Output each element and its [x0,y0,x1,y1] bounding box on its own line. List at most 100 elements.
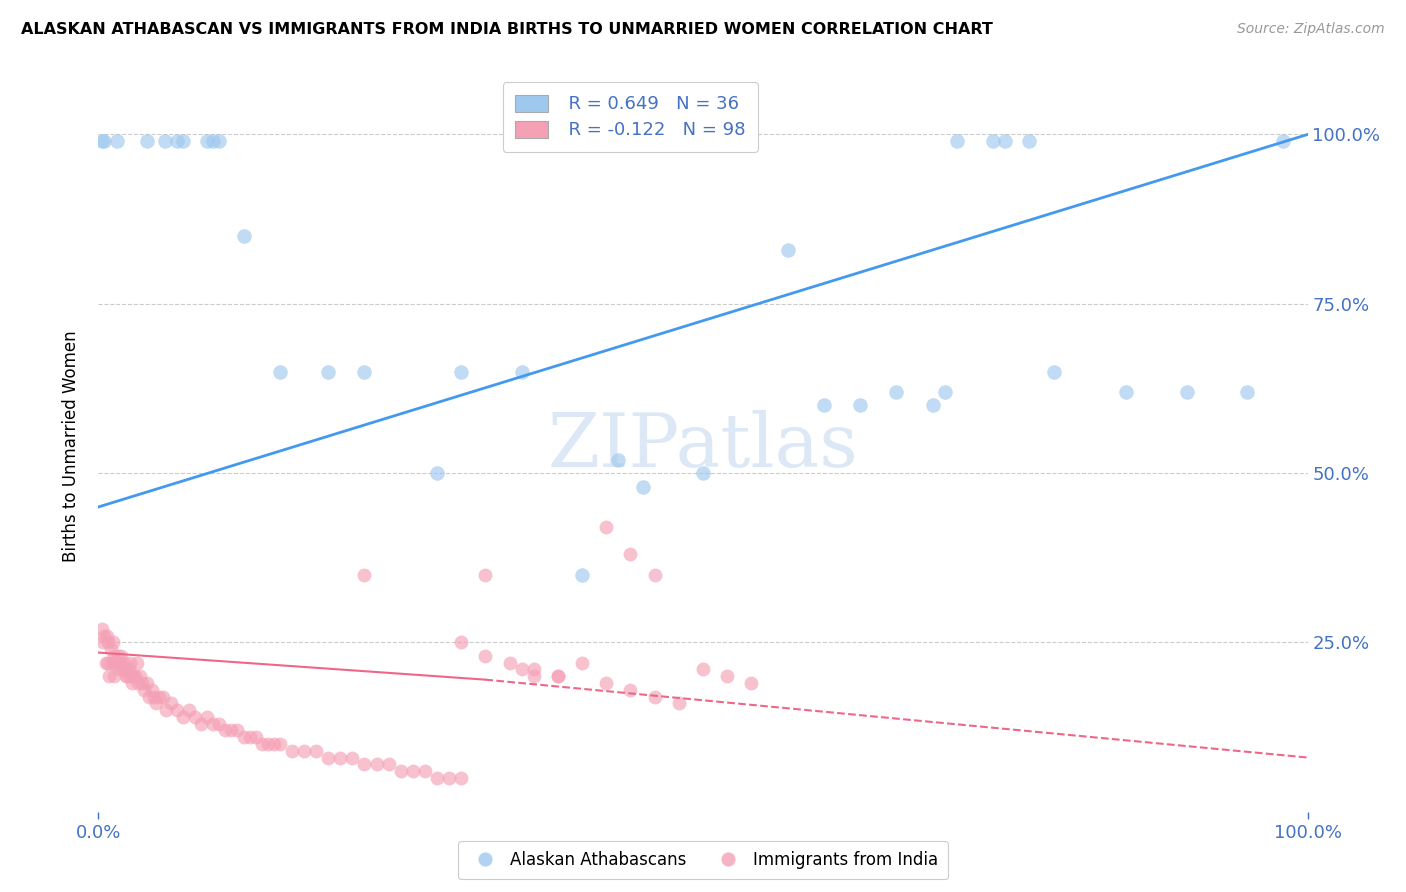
Point [523,663,546,677]
Point [292,744,315,758]
Point [1175,384,1198,399]
Point [245,730,267,744]
Text: ZIPatlas: ZIPatlas [547,409,859,483]
Point [91,134,114,148]
Point [342,750,364,764]
Point [946,134,969,148]
Point [103,669,125,683]
Point [523,669,546,683]
Point [1272,134,1295,148]
Point [118,663,141,677]
Point [190,716,212,731]
Point [281,744,304,758]
Point [141,682,163,697]
Point [108,656,131,670]
Point [153,134,176,148]
Point [256,737,278,751]
Point [1042,364,1064,378]
Point [221,723,243,738]
Point [105,134,128,148]
Y-axis label: Births to Unmarried Women: Births to Unmarried Women [62,330,80,562]
Point [98,669,121,683]
Point [849,398,872,412]
Point [202,134,225,148]
Point [117,669,139,683]
Point [510,663,533,677]
Point [118,656,141,670]
Point [644,567,666,582]
Point [97,635,120,649]
Point [143,690,166,704]
Point [214,723,236,738]
Point [101,635,124,649]
Point [389,764,412,778]
Point [668,697,690,711]
Point [145,697,167,711]
Point [934,384,956,399]
Point [93,629,115,643]
Point [172,710,194,724]
Point [104,656,127,670]
Point [131,676,153,690]
Text: ALASKAN ATHABASCAN VS IMMIGRANTS FROM INDIA BIRTHS TO UNMARRIED WOMEN CORRELATIO: ALASKAN ATHABASCAN VS IMMIGRANTS FROM IN… [21,22,993,37]
Point [115,669,138,683]
Point [402,764,425,778]
Point [128,669,150,683]
Point [208,134,231,148]
Point [195,710,218,724]
Point [607,452,630,467]
Point [692,663,714,677]
Point [121,676,143,690]
Point [571,656,593,670]
Point [135,676,157,690]
Point [112,656,135,670]
Point [184,710,207,724]
Point [166,703,188,717]
Point [377,757,399,772]
Point [100,642,122,657]
Point [172,134,194,148]
Point [692,466,714,480]
Point [305,744,328,758]
Point [1018,134,1040,148]
Point [122,669,145,683]
Point [232,730,254,744]
Point [226,723,249,738]
Point [202,716,225,731]
Point [450,364,472,378]
Point [631,480,654,494]
Point [91,635,114,649]
Point [886,384,908,399]
Point [208,716,231,731]
Legend:   R = 0.649   N = 36,   R = -0.122   N = 98: R = 0.649 N = 36, R = -0.122 N = 98 [503,82,758,153]
Point [474,567,496,582]
Point [166,134,188,148]
Point [413,764,436,778]
Point [595,520,617,534]
Point [127,656,149,670]
Point [232,229,254,244]
Text: Source: ZipAtlas.com: Source: ZipAtlas.com [1237,22,1385,37]
Point [740,676,762,690]
Point [644,690,666,704]
Point [510,364,533,378]
Point [93,134,115,148]
Point [179,703,201,717]
Point [103,648,125,663]
Point [776,243,799,257]
Point [994,134,1017,148]
Point [250,737,273,751]
Point [135,134,157,148]
Point [353,364,375,378]
Point [1115,384,1137,399]
Point [239,730,262,744]
Point [269,737,291,751]
Point [148,690,170,704]
Point [124,669,146,683]
Point [450,635,472,649]
Point [571,567,593,582]
Point [981,134,1004,148]
Point [595,676,617,690]
Point [110,648,132,663]
Point [329,750,352,764]
